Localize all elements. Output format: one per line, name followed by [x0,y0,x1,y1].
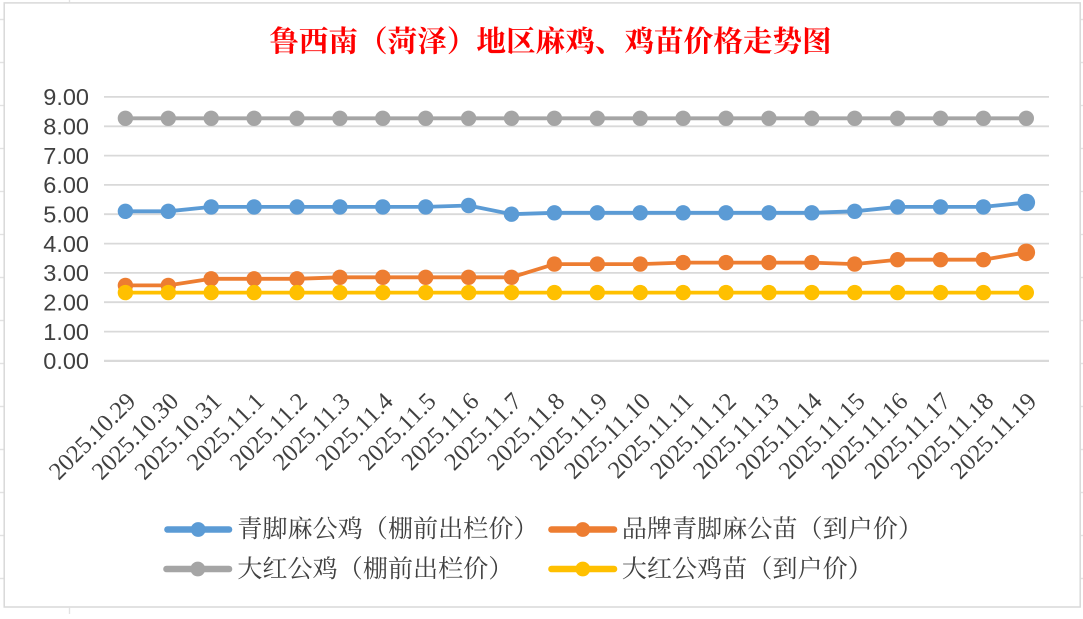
svg-text:0.00: 0.00 [43,348,89,374]
svg-text:9.00: 9.00 [43,84,89,110]
svg-text:3.00: 3.00 [43,260,89,286]
svg-text:7.00: 7.00 [43,143,89,169]
svg-text:1.00: 1.00 [43,319,89,345]
svg-text:8.00: 8.00 [43,114,89,140]
svg-text:2.00: 2.00 [43,289,89,315]
svg-text:6.00: 6.00 [43,172,89,198]
svg-text:5.00: 5.00 [43,201,89,227]
svg-text:4.00: 4.00 [43,231,89,257]
